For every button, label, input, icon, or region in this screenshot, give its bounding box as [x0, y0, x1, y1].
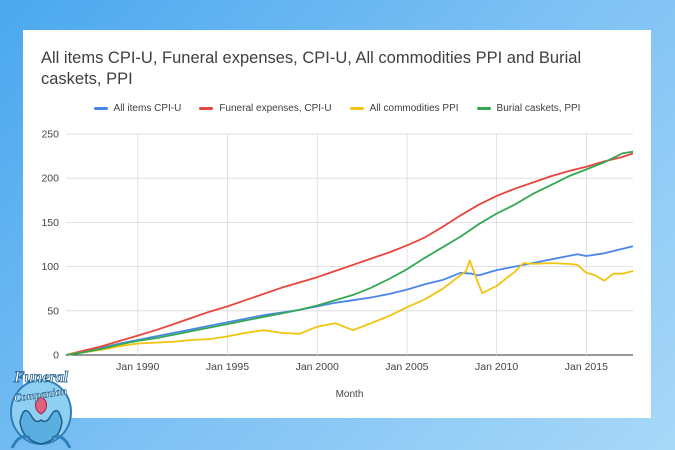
x-tick-label: Jan 2005 — [385, 361, 428, 373]
legend-swatch — [349, 107, 364, 110]
y-tick-label: 200 — [41, 173, 59, 185]
y-tick-label: 150 — [41, 217, 59, 229]
y-tick-label: 250 — [41, 129, 59, 141]
x-axis-title: Month — [336, 389, 364, 400]
y-tick-label: 50 — [47, 305, 59, 317]
y-tick-label: 0 — [53, 350, 59, 362]
logo-text-funeral: Funeral — [13, 369, 69, 386]
funeral-companion-logo: Funeral Companion — [10, 369, 72, 449]
legend-label: Burial caskets, PPI — [496, 103, 581, 114]
x-tick-label: Jan 2000 — [296, 361, 339, 373]
chart-card: All items CPI-U, Funeral expenses, CPI-U… — [23, 30, 651, 418]
legend-label: All items CPI-U — [113, 103, 182, 114]
legend-label: Funeral expenses, CPI-U — [219, 103, 332, 114]
x-tick-label: Jan 2010 — [475, 361, 518, 373]
legend-label: All commodities PPI — [369, 103, 459, 114]
series-line — [65, 150, 634, 356]
x-tick-label: Jan 1990 — [116, 361, 159, 373]
x-tick-label: Jan 1995 — [206, 361, 249, 373]
chart-legend: All items CPI-U Funeral expenses, CPI-U Al… — [23, 103, 651, 114]
legend-item: Funeral expenses, CPI-U — [199, 103, 332, 114]
series-line — [65, 259, 634, 356]
legend-item: All commodities PPI — [349, 103, 459, 114]
legend-swatch — [199, 107, 214, 110]
chart-title: All items CPI-U, Funeral expenses, CPI-U… — [41, 49, 582, 88]
series-line — [65, 152, 634, 356]
legend-swatch — [93, 107, 108, 110]
legend-swatch — [476, 107, 491, 110]
legend-item: All items CPI-U — [93, 103, 182, 114]
y-tick-label: 100 — [41, 261, 59, 273]
x-tick-label: Jan 2015 — [565, 361, 608, 373]
legend-item: Burial caskets, PPI — [476, 103, 581, 114]
series-line — [65, 245, 634, 356]
chart-plot-area: 0 50 100 150 200 250 Jan 1990 Jan 1995 Jan 2000 J… — [41, 129, 634, 400]
